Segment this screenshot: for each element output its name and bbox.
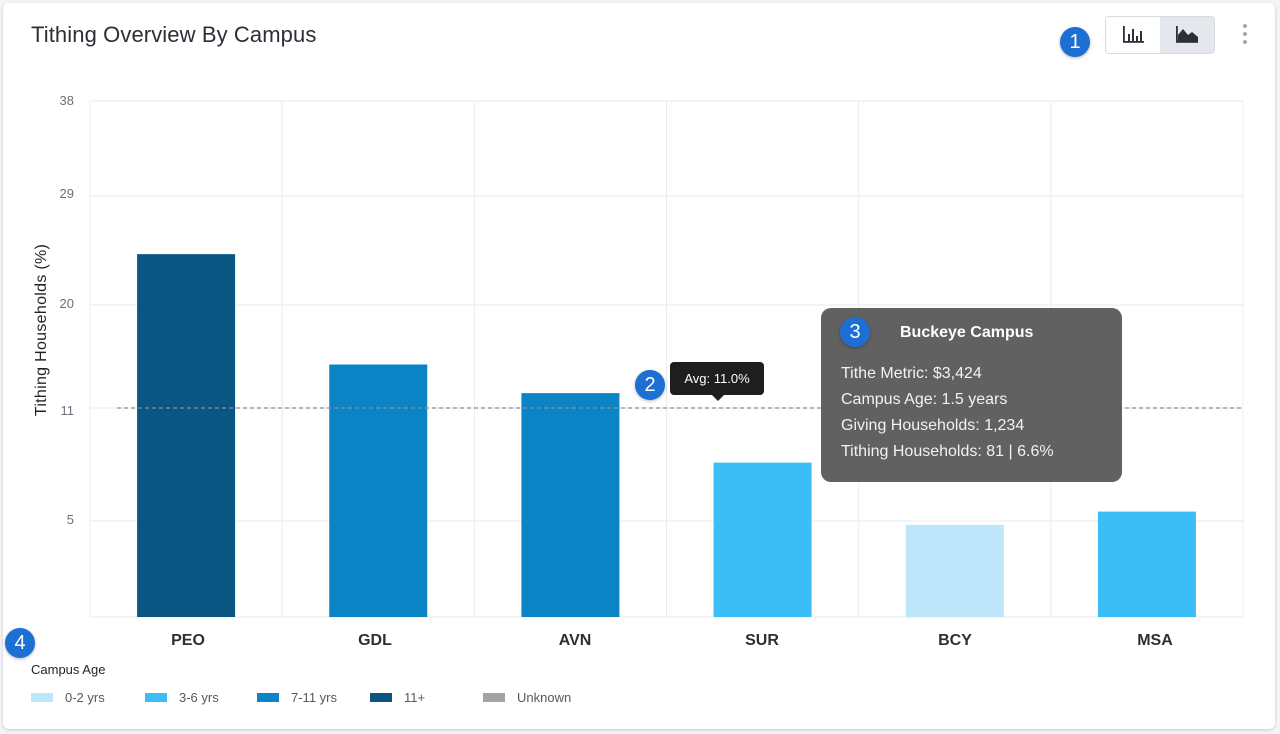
- legend-item[interactable]: 0-2 yrs: [31, 690, 105, 705]
- legend-label: 11+: [404, 690, 426, 705]
- chart-bars: [137, 254, 1196, 617]
- annotation-badge-1: 1: [1060, 27, 1090, 57]
- legend-item[interactable]: 3-6 yrs: [145, 690, 219, 705]
- legend-label: 3-6 yrs: [179, 690, 219, 705]
- x-tick-label: PEO: [171, 632, 205, 649]
- bar-sur[interactable]: [713, 462, 812, 617]
- legend-item[interactable]: Unknown: [483, 690, 571, 705]
- legend-label: Unknown: [517, 690, 572, 705]
- bar-msa[interactable]: [1097, 511, 1196, 617]
- annotation-badge-2: 2: [635, 370, 665, 400]
- bar-chart-icon: [1123, 26, 1144, 43]
- chart-title: Tithing Overview By Campus: [31, 22, 317, 47]
- annotation-badge-3: 3: [840, 317, 870, 347]
- area-chart-icon: [1176, 26, 1198, 43]
- bar-peo[interactable]: [137, 254, 236, 617]
- average-tooltip: Avg: 11.0%: [670, 362, 764, 401]
- tooltip-line: Tithe Metric: $3,424: [841, 365, 982, 382]
- bar-chart-toggle-button[interactable]: [1106, 17, 1160, 53]
- legend-label: 0-2 yrs: [65, 690, 105, 705]
- legend-swatch: [370, 693, 392, 702]
- legend-swatch: [483, 693, 505, 702]
- y-tick-label: 29: [59, 186, 74, 201]
- y-tick-label: 11: [60, 403, 75, 418]
- bar-bcy[interactable]: [905, 524, 1004, 617]
- bar-avn[interactable]: [521, 393, 620, 617]
- x-tick-label: MSA: [1137, 632, 1173, 649]
- area-chart-toggle-button[interactable]: [1160, 17, 1214, 53]
- legend-swatch: [145, 693, 167, 702]
- y-tick-label: 5: [66, 512, 74, 527]
- legend-swatch: [31, 693, 53, 702]
- chart-type-toggle: [1105, 16, 1215, 54]
- legend-item[interactable]: 7-11 yrs: [257, 690, 337, 705]
- legend-title: Campus Age: [31, 662, 106, 677]
- tooltip-line: Giving Households: 1,234: [841, 417, 1025, 434]
- bar-gdl[interactable]: [329, 364, 428, 617]
- tooltip-title: Buckeye Campus: [900, 324, 1034, 341]
- legend-swatch: [257, 693, 279, 702]
- x-tick-label: SUR: [745, 632, 779, 649]
- legend-item[interactable]: 11+: [370, 690, 425, 705]
- kebab-menu-icon[interactable]: [1236, 22, 1254, 46]
- legend-label: 7-11 yrs: [291, 690, 337, 705]
- y-tick-label: 20: [59, 296, 74, 311]
- bar-tooltip: 3 Buckeye Campus Tithe Metric: $3,424 Ca…: [821, 308, 1122, 482]
- tooltip-line: Campus Age: 1.5 years: [841, 391, 1008, 408]
- x-tick-label: AVN: [558, 632, 592, 649]
- x-tick-label: BCY: [938, 632, 972, 649]
- tooltip-line: Tithing Households: 81 | 6.6%: [841, 443, 1054, 460]
- annotation-badge-4: 4: [5, 628, 35, 658]
- x-tick-label: GDL: [358, 632, 392, 649]
- y-tick-label: 38: [59, 93, 74, 108]
